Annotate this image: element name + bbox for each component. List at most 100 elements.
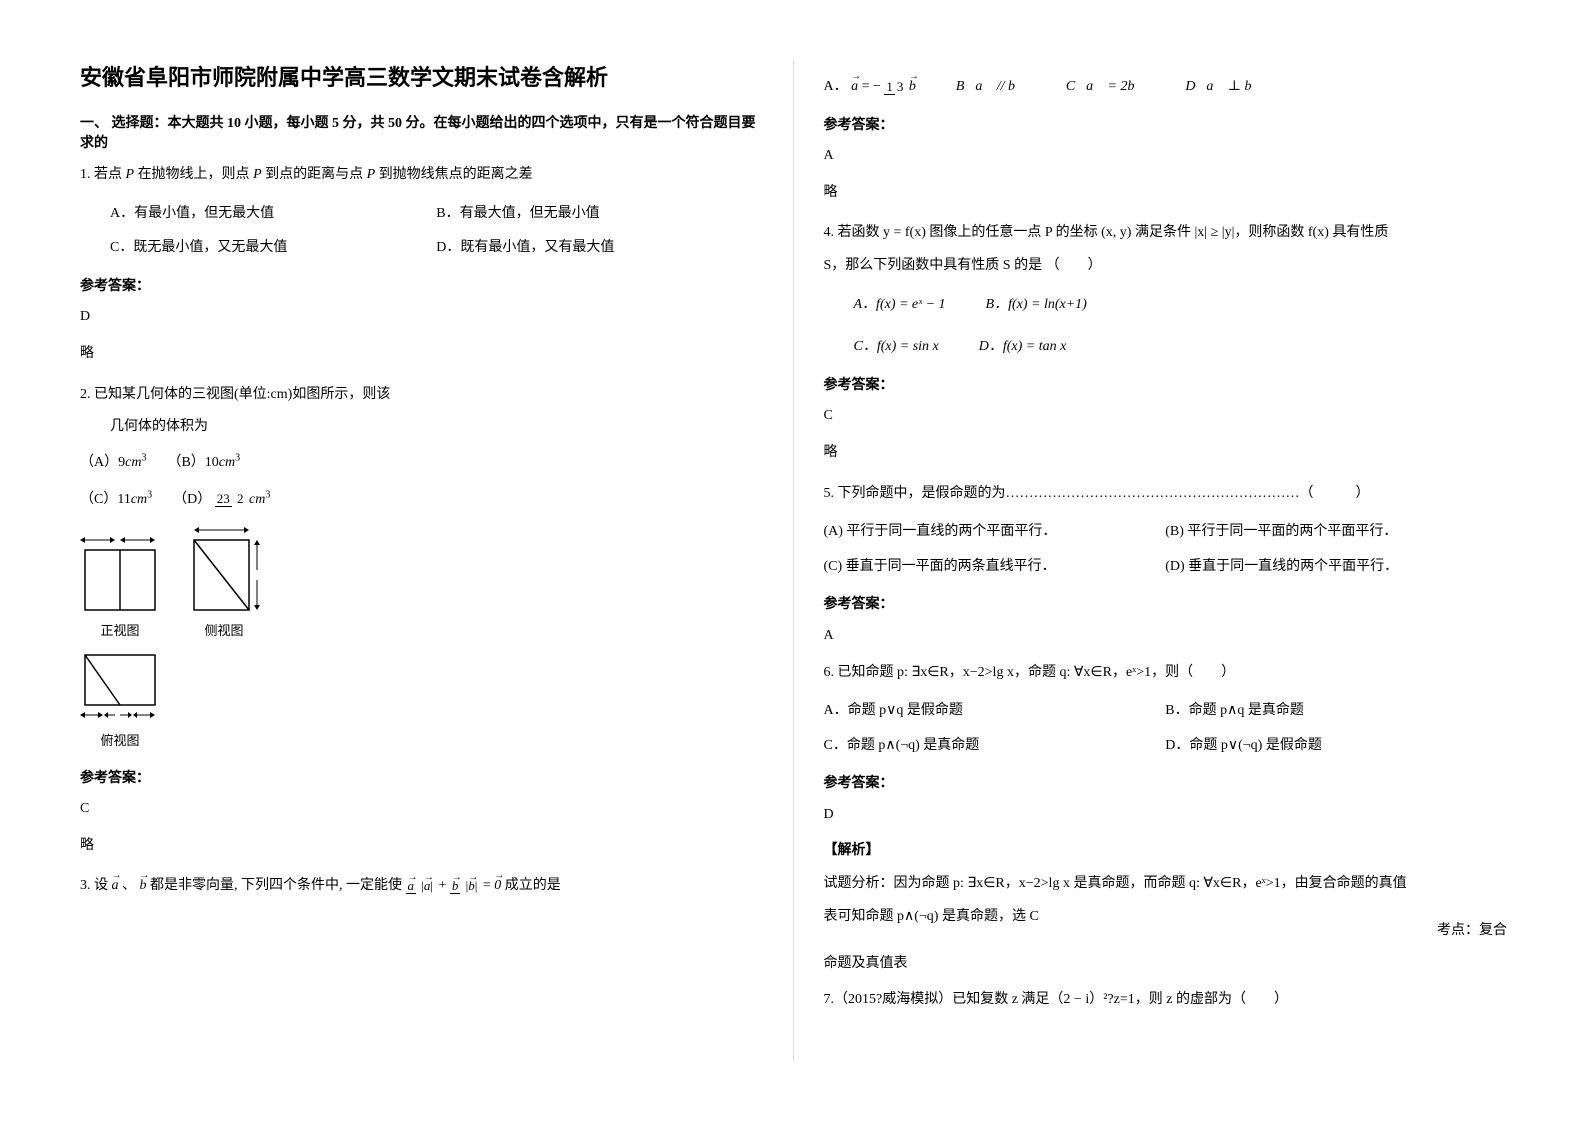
- q2-optA: （A）9cm3: [80, 455, 146, 470]
- q3D-t: D．a⃗ ⊥ b⃗: [1185, 79, 1262, 94]
- q6-ans-label: 参考答案：: [824, 771, 1508, 798]
- q5-ans-label: 参考答案：: [824, 592, 1508, 619]
- q2B-u: cm: [219, 455, 235, 470]
- q2-optC: （C）11cm3: [80, 492, 152, 507]
- q5-answer: A: [824, 623, 1508, 650]
- q3-stem: 3. 设 a 、 b 都是非零向量, 下列四个条件中, 一定能使 a |a| +…: [80, 873, 763, 900]
- top-view-svg: [80, 650, 160, 725]
- q1-t2: 在抛物线上，则点: [134, 167, 253, 182]
- q5-optD: (D) 垂直于同一直线的两个平面平行．: [1165, 554, 1507, 581]
- q3-brief: 略: [824, 180, 1508, 207]
- q3A-n: 1: [884, 79, 895, 95]
- q7-stem: 7.（2015?威海模拟）已知复数 z 满足（2 − i）²?z=1，则 z 的…: [824, 987, 1508, 1014]
- q3A-a: a: [851, 74, 858, 101]
- q2D-num: 23: [215, 491, 232, 507]
- side-view-box: 侧视图: [184, 525, 264, 644]
- q3-frac2: b |b|: [450, 879, 479, 893]
- q2-opts-row2: （C）11cm3 （D） 23 2 cm 3: [80, 485, 763, 513]
- q3-optA: A． a = − 13 b: [824, 74, 916, 101]
- side-view-label: 侧视图: [204, 619, 243, 644]
- q3-va: a: [112, 873, 119, 900]
- q1-optC: C．既无最小值，又无最大值: [110, 235, 436, 262]
- q1-t1: 1. 若点: [80, 167, 126, 182]
- right-column: A． a = − 13 b B．a⃗ // b⃗ C．a⃗ = 2b⃗ D．a⃗…: [794, 60, 1538, 1062]
- front-view-label: 正视图: [100, 619, 139, 644]
- top-view-label: 俯视图: [100, 729, 139, 754]
- q5-optC: (C) 垂直于同一平面的两条直线平行．: [824, 554, 1166, 581]
- q2-brief: 略: [80, 833, 763, 860]
- question-4: 4. 若函数 y = f(x) 图像上的任意一点 P 的坐标 (x, y) 满足…: [824, 220, 1508, 466]
- question-3: 3. 设 a 、 b 都是非零向量, 下列四个条件中, 一定能使 a |a| +…: [80, 873, 763, 900]
- q2B-3: 3: [235, 453, 240, 464]
- q1-answer: D: [80, 304, 763, 331]
- q4-brief: 略: [824, 440, 1508, 467]
- question-1: 1. 若点 P 在抛物线上，则点 P 到点的距离与点 P 到抛物线焦点的距离之差…: [80, 162, 763, 368]
- question-6: 6. 已知命题 p: ∃x∈R，x−2>lg x，命题 q: ∀x∈R，eˣ>1…: [824, 660, 1508, 978]
- q2-optD: （D） 23 2 cm3: [173, 492, 270, 507]
- q6-options: A．命题 p∨q 是假命题 B．命题 p∧q 是真命题 C．命题 p∧(¬q) …: [824, 694, 1508, 763]
- question-2: 2. 已知某几何体的三视图(单位:cm)如图所示，则该 几何体的体积为 （A）9…: [80, 382, 763, 860]
- q6-stem: 6. 已知命题 p: ∃x∈R，x−2>lg x，命题 q: ∀x∈R，eˣ>1…: [824, 660, 1508, 687]
- q4-stem1: 4. 若函数 y = f(x) 图像上的任意一点 P 的坐标 (x, y) 满足…: [824, 220, 1508, 247]
- q4-optA: A．f(x) = eˣ − 1: [854, 292, 946, 319]
- q2D-frac: 23 2: [215, 492, 246, 506]
- q2-answer: C: [80, 796, 763, 823]
- q2-stem2: 几何体的体积为: [110, 414, 763, 441]
- q2-stem: 2. 已知某几何体的三视图(单位:cm)如图所示，则该: [80, 382, 763, 409]
- q3-f2n: b: [452, 879, 459, 893]
- q3-pre: 3. 设: [80, 878, 108, 893]
- q3-ans-label: 参考答案：: [824, 113, 1508, 140]
- q2C-pre: （C）11: [80, 492, 131, 507]
- q3-frac1: a |a|: [406, 879, 435, 893]
- q5-optB: (B) 平行于同一平面的两个平面平行．: [1165, 519, 1507, 546]
- q1-p3: P: [367, 167, 376, 182]
- q1-t3: 到点的距离与点: [262, 167, 367, 182]
- q3A-frac: 13: [884, 80, 905, 94]
- q3-optB: B．a⃗ // b⃗: [956, 74, 1026, 101]
- q2C-u: cm: [131, 492, 147, 507]
- q6-expl3: 命题及真值表: [824, 951, 1508, 978]
- q4-opts-row1: A．f(x) = eˣ − 1 B．f(x) = ln(x+1): [854, 288, 1508, 323]
- q2D-pre: （D）: [173, 492, 211, 507]
- q1-p2: P: [253, 167, 262, 182]
- q2D-den: 2: [235, 491, 246, 506]
- view-row-2: 俯视图: [80, 650, 763, 754]
- page-title: 安徽省阜阳市师院附属中学高三数学文期末试卷含解析: [80, 60, 763, 92]
- q3C-t: C．a⃗ = 2b⃗: [1066, 79, 1145, 94]
- q2A-u: cm: [125, 455, 141, 470]
- q6-optC: C．命题 p∧(¬q) 是真命题: [824, 733, 1166, 760]
- q3-eq: =: [483, 878, 494, 893]
- q4-ans-label: 参考答案：: [824, 373, 1508, 400]
- q1-optB: B．有最大值，但无最小值: [436, 201, 762, 228]
- q2-ans-label: 参考答案：: [80, 766, 763, 793]
- q2B-pre: （B）10: [167, 455, 218, 470]
- q1-stem: 1. 若点 P 在抛物线上，则点 P 到点的距离与点 P 到抛物线焦点的距离之差: [80, 162, 763, 189]
- q4-stem2: S，那么下列函数中具有性质 S 的是 （ ）: [824, 253, 1508, 280]
- q1-brief: 略: [80, 341, 763, 368]
- q1-p1: P: [126, 167, 135, 182]
- q6-expl1: 试题分析：因为命题 p: ∃x∈R，x−2>lg x 是真命题，而命题 q: ∀…: [824, 871, 1508, 898]
- q6-answer: D: [824, 802, 1508, 829]
- q1-options: A．有最小值，但无最大值 B．有最大值，但无最小值 C．既无最小值，又无最大值 …: [110, 197, 763, 266]
- front-view-box: 正视图: [80, 535, 160, 644]
- q3B-t: B．a⃗ // b⃗: [956, 79, 1026, 94]
- q2A-pre: （A）9: [80, 455, 125, 470]
- q3-optC: C．a⃗ = 2b⃗: [1066, 74, 1145, 101]
- q1-t4: 到抛物线焦点的距离之差: [375, 167, 533, 182]
- q3-answer: A: [824, 143, 1508, 170]
- q2-opts-row1: （A）9cm3 （B）10cm3: [80, 449, 763, 477]
- q3-options: A． a = − 13 b B．a⃗ // b⃗ C．a⃗ = 2b⃗ D．a⃗…: [824, 70, 1508, 105]
- q3-f2d: b: [468, 879, 475, 893]
- left-column: 安徽省阜阳市师院附属中学高三数学文期末试卷含解析 一、 选择题：本大题共 10 …: [50, 60, 794, 1062]
- q3A-d: 3: [895, 79, 906, 94]
- view-row-1: 正视图 侧视图: [80, 525, 763, 644]
- q3-mid: 、: [122, 878, 136, 893]
- q4-optC: C．f(x) = sin x: [854, 334, 939, 361]
- q2D-3: 3: [265, 489, 270, 500]
- q2-three-views: 正视图 侧视图: [80, 525, 763, 753]
- q1-optA: A．有最小值，但无最大值: [110, 201, 436, 228]
- q3-zero: 0: [494, 873, 501, 900]
- q5-stem: 5. 下列命题中，是假命题的为………………………………………………………（ ）: [824, 481, 1508, 508]
- top-view-box: 俯视图: [80, 650, 160, 754]
- q3-end: 成立的是: [505, 878, 561, 893]
